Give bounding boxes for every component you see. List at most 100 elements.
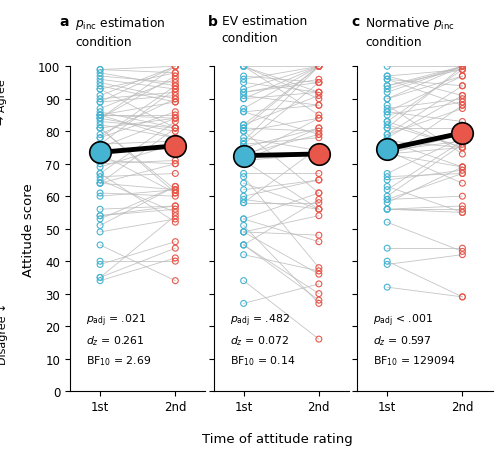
Point	[172, 109, 179, 116]
Point	[458, 151, 466, 158]
Point	[96, 177, 104, 184]
Point	[458, 93, 466, 100]
Point	[458, 164, 466, 171]
Point	[172, 245, 179, 252]
Point	[458, 164, 466, 171]
Point	[96, 112, 104, 119]
Point	[96, 222, 104, 230]
Point	[240, 157, 248, 165]
Point	[240, 135, 248, 142]
Point	[383, 170, 391, 178]
Point	[96, 274, 104, 282]
Text: $p_\mathrm{inc}$ estimation
condition: $p_\mathrm{inc}$ estimation condition	[76, 15, 166, 49]
Point	[96, 109, 104, 116]
Point	[96, 274, 104, 282]
Point	[315, 206, 323, 213]
Point	[172, 183, 179, 191]
Point	[458, 125, 466, 132]
Text: b: b	[208, 15, 218, 29]
Point	[383, 196, 391, 204]
Point	[315, 196, 323, 204]
Point	[315, 63, 323, 71]
Point	[96, 96, 104, 103]
Point	[240, 96, 248, 103]
Point	[96, 131, 104, 139]
Point	[458, 141, 466, 149]
Point	[96, 70, 104, 77]
Point	[315, 177, 323, 184]
Point	[172, 258, 179, 265]
Point	[383, 148, 391, 155]
Point	[172, 70, 179, 77]
Point	[383, 63, 391, 71]
Point	[96, 125, 104, 132]
Point	[172, 255, 179, 262]
Point	[172, 190, 179, 197]
Point	[172, 63, 179, 71]
Point	[96, 115, 104, 123]
Point	[240, 300, 248, 307]
Point	[172, 83, 179, 90]
Point	[315, 232, 323, 239]
Point	[96, 93, 104, 100]
Point	[315, 144, 323, 152]
Point	[315, 63, 323, 71]
Point	[458, 63, 466, 71]
Point	[458, 294, 466, 301]
Point	[383, 151, 391, 158]
Point	[96, 180, 104, 188]
Point	[240, 138, 248, 145]
Point	[383, 109, 391, 116]
Point	[458, 96, 466, 103]
Point	[240, 141, 248, 149]
Point	[383, 135, 391, 142]
Point	[383, 106, 391, 113]
Point	[172, 93, 179, 100]
Point	[458, 63, 466, 71]
Point	[315, 170, 323, 178]
Point	[458, 294, 466, 301]
Point	[172, 161, 179, 168]
Point	[315, 93, 323, 100]
Point	[315, 102, 323, 110]
Point	[240, 277, 248, 285]
Point	[240, 63, 248, 71]
Point	[458, 135, 466, 142]
Point	[172, 112, 179, 119]
Point	[458, 63, 466, 71]
Point	[172, 76, 179, 84]
Point	[96, 213, 104, 220]
Point	[172, 193, 179, 200]
Point	[240, 200, 248, 207]
Point	[458, 63, 466, 71]
Point	[96, 99, 104, 106]
Point	[172, 96, 179, 103]
Point	[240, 63, 248, 71]
Point	[315, 128, 323, 136]
Point	[96, 193, 104, 200]
Point	[240, 93, 248, 100]
Point	[96, 119, 104, 126]
Point	[458, 209, 466, 217]
Point	[315, 151, 323, 158]
Point	[458, 180, 466, 188]
Point	[458, 102, 466, 110]
Point	[96, 180, 104, 188]
Point	[458, 138, 466, 145]
Point	[315, 131, 323, 139]
Point	[383, 119, 391, 126]
Point	[383, 148, 391, 155]
Point	[458, 144, 466, 152]
Point	[96, 115, 104, 123]
Point	[240, 125, 248, 132]
Point	[96, 115, 104, 123]
Point	[383, 200, 391, 207]
Point	[240, 128, 248, 136]
Point	[383, 183, 391, 191]
Point	[458, 119, 466, 126]
Point	[315, 264, 323, 272]
Point	[172, 125, 179, 132]
Point	[315, 125, 323, 132]
Point	[458, 128, 466, 136]
Point	[458, 93, 466, 100]
